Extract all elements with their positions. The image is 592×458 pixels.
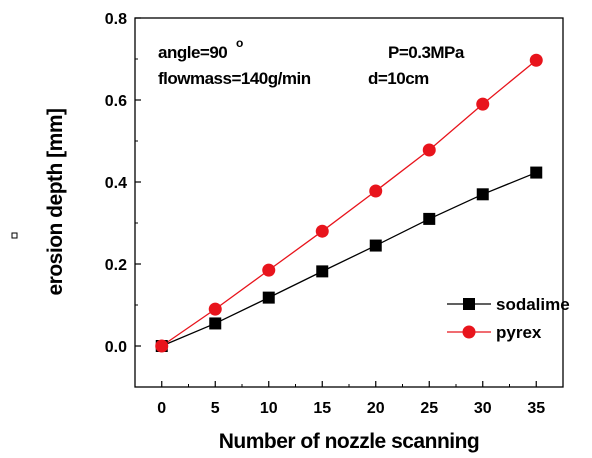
point-pyrex <box>262 263 276 277</box>
point-pyrex <box>529 53 543 67</box>
annotation-flow: flowmass=140g/min <box>158 69 311 88</box>
series-layer <box>155 53 543 353</box>
y-tick-label: 0.2 <box>105 257 127 274</box>
x-tick-label: 20 <box>367 400 385 417</box>
x-axis-ticks: 0 5 10 15 20 25 30 35 <box>157 381 545 417</box>
point-pyrex <box>155 339 169 353</box>
point-sodalime <box>423 212 436 225</box>
annotation-distance: d=10cm <box>368 69 429 88</box>
point-pyrex <box>208 302 222 316</box>
x-tick-label: 35 <box>527 400 545 417</box>
point-sodalime <box>262 291 275 304</box>
series-line-pyrex <box>161 59 537 347</box>
point-sodalime <box>209 317 222 330</box>
point-pyrex <box>369 184 383 198</box>
legend-label-pyrex: pyrex <box>496 323 542 342</box>
legend-label-sodalime: sodalime <box>496 295 570 314</box>
x-tick-label: 10 <box>260 400 278 417</box>
x-tick-label: 15 <box>313 400 331 417</box>
legend-marker-sodalime <box>463 298 475 310</box>
y-tick-label: 0.0 <box>105 339 127 356</box>
y-axis-title: erosion depth [mm] <box>44 108 67 295</box>
point-pyrex <box>476 97 490 111</box>
x-axis-title: Number of nozzle scanning <box>219 430 480 453</box>
point-sodalime <box>316 265 329 278</box>
stray-square <box>11 232 18 239</box>
x-tick-label: 25 <box>420 400 438 417</box>
point-pyrex <box>422 143 436 157</box>
point-sodalime <box>476 188 489 201</box>
x-tick-label: 30 <box>474 400 492 417</box>
legend: sodalime pyrex <box>447 295 570 342</box>
annotation-pressure: P=0.3MPa <box>388 43 465 62</box>
x-tick-label: 0 <box>157 400 166 417</box>
legend-marker-pyrex <box>462 325 476 339</box>
y-tick-label: 0.4 <box>105 175 127 192</box>
x-tick-label: 5 <box>211 400 220 417</box>
annotation-angle-degree: o <box>236 36 243 50</box>
y-axis-ticks: 0.0 0.2 0.4 0.6 0.8 <box>105 11 141 388</box>
point-sodalime <box>369 239 382 252</box>
annotation-angle: angle=90 <box>158 43 227 62</box>
point-pyrex <box>315 224 329 238</box>
y-tick-label: 0.6 <box>105 93 127 110</box>
y-tick-label: 0.8 <box>105 11 127 28</box>
series-line-sodalime <box>161 171 537 347</box>
point-sodalime <box>530 166 543 179</box>
